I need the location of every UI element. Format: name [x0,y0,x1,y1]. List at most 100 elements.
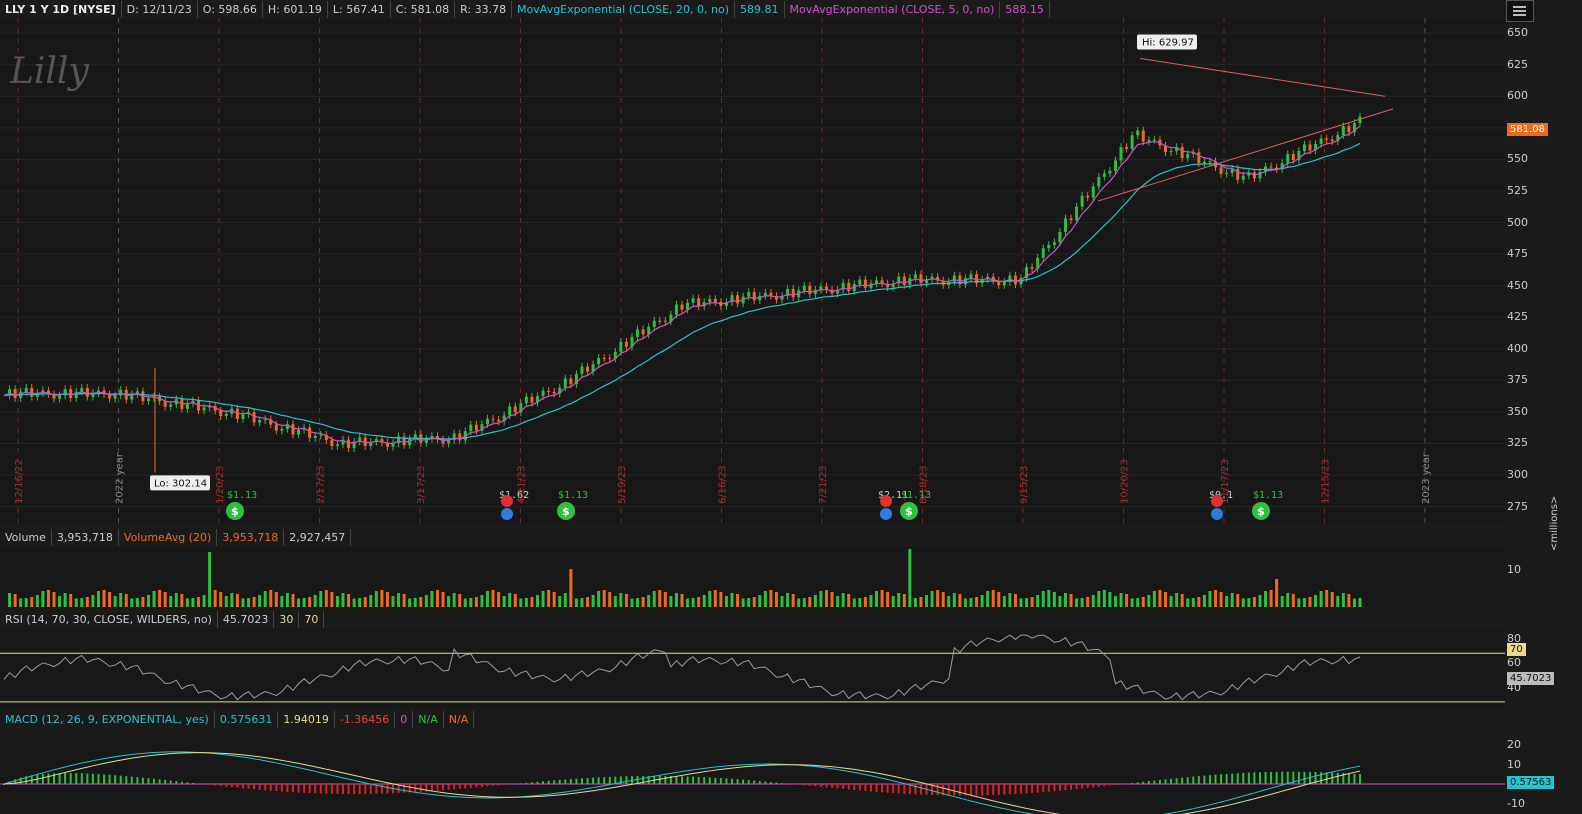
candle-body [413,434,417,439]
candle-body [219,410,223,417]
volume-bar [730,593,734,607]
macd-histogram-bar [1014,784,1017,795]
macd-histogram-bar [219,784,222,787]
candle-body [52,394,56,399]
macd-histogram-bar [608,776,611,784]
volume-avg-value: 3,953,718 [217,529,285,546]
candle-body [602,357,606,359]
macd-histogram-bar [714,777,717,784]
macd-histogram-bar [814,784,817,787]
macd-histogram-bar [647,775,650,784]
candle-body [819,286,823,290]
macd-histogram-bar [241,784,244,789]
candle-body [952,275,956,282]
volume-bar [786,593,790,607]
macd-histogram-bar [942,784,945,796]
volume-bar [419,597,423,607]
volume-avg-label[interactable]: VolumeAvg (20) [119,529,218,546]
volume-bar [1158,590,1162,607]
price-pane[interactable]: Lilly 12/16/22 2022 year 1/20/23 2/17/23 3/17… [0,18,1505,523]
volume-bar [1225,596,1229,607]
volume-bar [586,597,590,607]
candle-body [1041,248,1045,258]
volume-pane[interactable] [0,547,1505,607]
dividend-symbol: $ [562,505,570,518]
volume-bar [113,596,117,607]
earnings-info-icon [880,508,892,520]
candle-body [263,419,267,421]
macd-histogram-bar [1253,772,1256,784]
macd-histogram-bar [308,784,311,794]
ema5-label[interactable]: MovAvgExponential (CLOSE, 5, 0, no) [785,1,1001,18]
high-readout: H: 601.19 [263,1,328,18]
volume-bar [1336,596,1340,607]
chart-menu-button[interactable] [1506,0,1534,22]
volume-bar [541,591,545,607]
volume-bar [235,594,239,607]
volume-bar [1197,597,1201,607]
macd-histogram-bar [825,784,828,788]
price-tick: 375 [1507,373,1528,387]
dividend-symbol: $ [1257,505,1265,518]
macd-histogram-bar [1103,784,1106,787]
candle-body [774,295,778,300]
candle-body [1075,206,1079,221]
volume-bar [263,591,267,607]
candle-body [408,438,412,446]
symbol-label[interactable]: LLY 1 Y 1D [NYSE] [0,1,122,18]
volume-bar [897,593,901,607]
candle-body [146,398,150,402]
ema20-label[interactable]: MovAvgExponential (CLOSE, 20, 0, no) [512,1,735,18]
candle-body [619,341,623,352]
volume-bar [96,591,100,607]
macd-histogram-bar [1231,773,1234,784]
macd-pane[interactable] [0,729,1505,814]
volume-bar [1247,598,1251,607]
macd-histogram-bar [1153,780,1156,784]
candle-body [130,394,134,400]
price-tick: 300 [1507,468,1528,482]
volume-bar [719,592,723,607]
candle-body [724,302,728,306]
candle-body [91,392,95,397]
macd-histogram-bar [447,784,450,790]
volume-bar [891,596,895,607]
volume-label[interactable]: Volume [0,529,52,546]
candle-body [647,326,651,335]
volume-bar [435,590,439,607]
date-label: 9/15/23 [1019,465,1030,504]
macd-histogram-bar [97,774,100,784]
candle-body [1091,186,1095,198]
candle-body [1180,147,1184,159]
rsi-pane[interactable] [0,629,1505,708]
macd-histogram-bar [103,774,106,784]
candle-body [1330,139,1334,142]
candle-body [669,314,673,322]
price-chart: Lilly 12/16/22 2022 year 1/20/23 2/17/23 3/17… [0,18,1505,523]
volume-bar [547,590,551,607]
volume-bar [630,598,634,607]
macd-histogram-bar [208,784,211,785]
volume-bar [141,597,145,607]
date-label: 11/17/23 [1220,459,1231,504]
volume-bar [1041,591,1045,607]
candle-body [641,329,645,335]
candle-body [597,357,601,365]
macd-histogram-bar [264,784,267,791]
macd-histogram-bar [1208,775,1211,784]
macd-histogram-bar [719,778,722,784]
candle-body [285,424,289,429]
earnings-label: $0.1 [1209,490,1233,501]
macd-histogram-bar [681,776,683,784]
candle-body [347,439,351,449]
macd-histogram-bar [19,777,22,784]
candle-body [80,387,84,392]
volume-bar [947,596,951,607]
candle-body [541,390,545,397]
volume-bar [19,598,23,607]
volume-bar [241,598,245,607]
rsi-label[interactable]: RSI (14, 70, 30, CLOSE, WILDERS, no) [0,611,218,628]
volume-bar [536,595,540,607]
macd-label[interactable]: MACD (12, 26, 9, EXPONENTIAL, yes) [0,711,215,728]
volume-bar [1008,593,1012,607]
